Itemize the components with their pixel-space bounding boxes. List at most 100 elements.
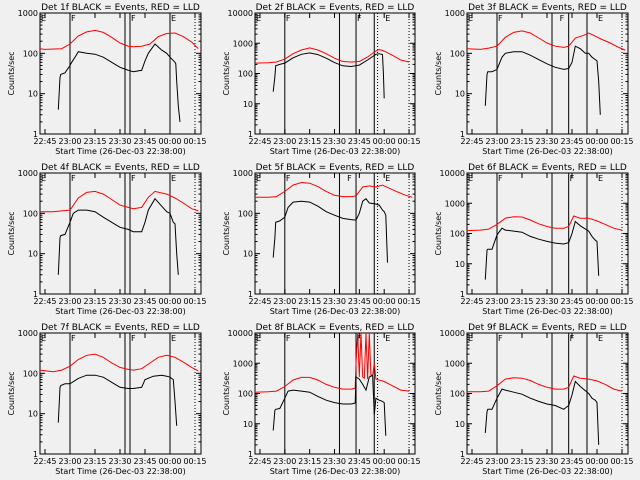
series-line-lld (39, 29, 199, 50)
interval-marker-e: E (468, 334, 473, 343)
x-tick-label: 23:45 (133, 297, 156, 306)
x-tick-label: 23:00 (485, 297, 508, 306)
x-tick-label: 22:45 (248, 297, 271, 306)
y-axis-label: Counts/sec (222, 371, 231, 415)
series-line-lld (254, 47, 410, 64)
x-tick-label: 00:00 (585, 457, 608, 466)
y-tick-label: 10 (455, 260, 465, 269)
series-line-events (484, 380, 600, 445)
y-tick-label: 100 (450, 49, 465, 58)
y-tick-label: 100 (23, 49, 38, 58)
x-tick-label: 23:30 (323, 137, 346, 146)
plot-frame (466, 172, 629, 295)
x-tick-label: 00:00 (158, 137, 181, 146)
y-tick-label: 1000 (18, 329, 38, 338)
series-line-lld (254, 332, 410, 393)
y-tick-label: 10000 (440, 169, 465, 178)
x-tick-label: 22:45 (460, 137, 483, 146)
y-tick-label: 1 (248, 290, 253, 299)
interval-marker-f: F (131, 14, 136, 23)
panel-det-7: Det 7f BLACK = Events, RED = LLD 1 10 100 10… (7, 323, 207, 476)
x-tick-label: 00:00 (373, 297, 396, 306)
interval-marker-f: F (71, 334, 76, 343)
interval-marker-f: F (286, 14, 291, 23)
y-tick-label: 1 (248, 130, 253, 139)
series-line-events (57, 43, 181, 122)
y-tick-label: 1000 (445, 199, 465, 208)
interval-marker-e: E (41, 334, 46, 343)
chart-title: Det 8f BLACK = Events, RED = LLD (256, 323, 415, 333)
y-tick-label: 100 (450, 230, 465, 239)
x-axis-label: Start Time (26-Dec-03 22:38:00) (55, 467, 186, 476)
y-tick-label: 10 (455, 420, 465, 429)
x-tick-label: 23:15 (298, 137, 321, 146)
panel-det-2: Det 2f BLACK = Events, RED = LLD 1 10 100 10… (222, 3, 421, 156)
y-tick-label: 100 (23, 369, 38, 378)
x-axis-label: Start Time (26-Dec-03 22:38:00) (482, 307, 613, 316)
x-tick-label: 00:00 (158, 457, 181, 466)
y-tick-label: 10 (28, 250, 38, 259)
interval-marker-f: F (71, 174, 76, 183)
x-tick-label: 22:45 (460, 297, 483, 306)
y-tick-label: 100 (238, 70, 253, 79)
panel-det-9: Det 9f BLACK = Events, RED = LLD 1 10 100 10… (434, 323, 634, 476)
x-tick-label: 23:15 (510, 457, 533, 466)
x-tick-label: 22:45 (33, 457, 56, 466)
x-tick-label: 23:45 (560, 137, 583, 146)
plot-frame (466, 12, 629, 135)
y-tick-label: 1 (33, 290, 38, 299)
interval-marker-e: E (385, 334, 390, 343)
y-tick-label: 10 (28, 90, 38, 99)
y-tick-label: 1 (460, 450, 465, 459)
x-tick-label: 23:30 (108, 137, 131, 146)
x-tick-label: 23:15 (83, 137, 106, 146)
chart-title: Det 2f BLACK = Events, RED = LLD (256, 3, 415, 13)
x-tick-label: 23:30 (108, 297, 131, 306)
x-axis-label: Start Time (26-Dec-03 22:38:00) (482, 147, 613, 156)
plot-frame (466, 332, 629, 455)
series-line-events (484, 220, 600, 280)
y-tick-label: 10 (243, 250, 253, 259)
y-tick-label: 1000 (233, 359, 253, 368)
series-line-lld (466, 30, 626, 51)
x-tick-label: 23:15 (83, 297, 106, 306)
x-tick-label: 00:15 (183, 297, 206, 306)
x-axis-label: Start Time (26-Dec-03 22:38:00) (270, 467, 401, 476)
interval-marker-f: F (498, 14, 503, 23)
series-line-events (57, 374, 178, 426)
interval-marker-e: E (598, 174, 603, 183)
y-tick-label: 100 (450, 390, 465, 399)
chart-title: Det 9f BLACK = Events, RED = LLD (468, 323, 627, 333)
y-tick-label: 10000 (440, 329, 465, 338)
series-line-lld (255, 181, 413, 198)
interval-marker-e: E (256, 14, 261, 23)
x-tick-label: 00:15 (183, 137, 206, 146)
x-tick-label: 00:15 (398, 457, 421, 466)
y-tick-label: 1 (33, 450, 38, 459)
y-tick-label: 100 (238, 390, 253, 399)
x-tick-label: 23:30 (323, 457, 346, 466)
interval-marker-f: F (560, 14, 565, 23)
x-tick-label: 00:15 (183, 457, 206, 466)
series-line-lld (466, 215, 623, 232)
y-axis-label: Counts/sec (434, 371, 443, 415)
series-line-lld (39, 353, 199, 373)
x-tick-label: 23:00 (273, 137, 296, 146)
x-tick-label: 23:00 (58, 297, 81, 306)
chart-title: Det 7f BLACK = Events, RED = LLD (41, 323, 200, 333)
series-line-lld (467, 375, 623, 393)
y-tick-label: 1000 (445, 9, 465, 18)
interval-marker-f: F (498, 174, 503, 183)
interval-marker-f: F (286, 334, 291, 343)
interval-marker-e: E (171, 174, 176, 183)
x-tick-label: 23:45 (348, 137, 371, 146)
interval-marker-e: E (256, 334, 261, 343)
panel-det-6: Det 6f BLACK = Events, RED = LLD 1 10 100 10… (434, 163, 634, 316)
plot-frame (254, 12, 416, 135)
x-tick-label: 00:00 (585, 137, 608, 146)
interval-marker-e: E (41, 174, 46, 183)
chart-title: Det 1f BLACK = Events, RED = LLD (41, 3, 200, 13)
interval-marker-f: F (71, 14, 76, 23)
chart-title: Det 3f BLACK = Events, RED = LLD (468, 3, 627, 13)
